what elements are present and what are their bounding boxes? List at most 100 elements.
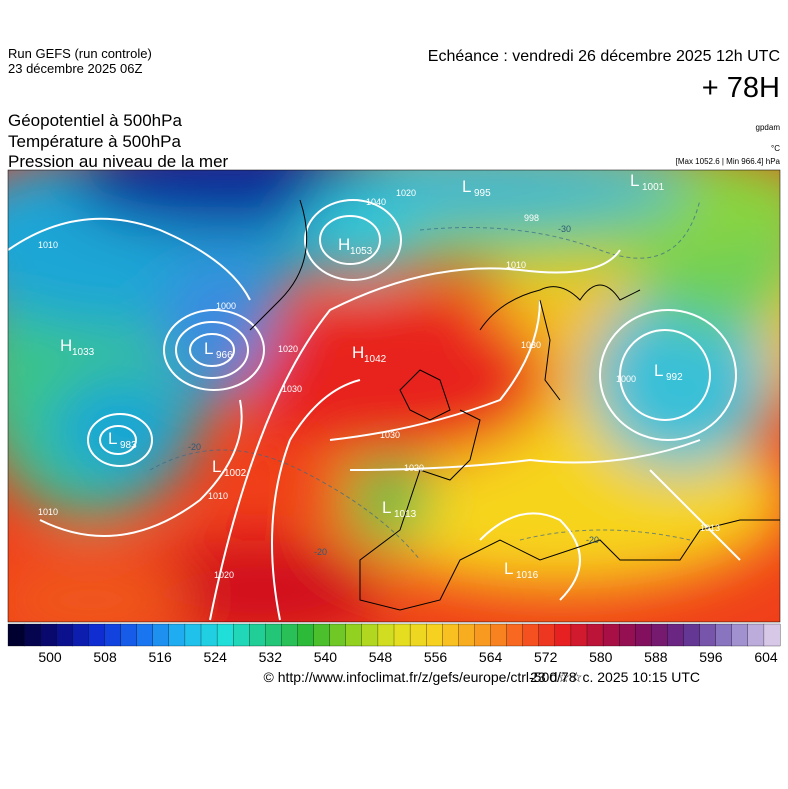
valid-time: Echéance : vendredi 26 décembre 2025 12h… bbox=[428, 48, 780, 65]
colorbar-swatch bbox=[393, 623, 411, 647]
colorbar-swatch bbox=[136, 623, 154, 647]
colorbar-label: 540 bbox=[314, 649, 338, 665]
isobar-label: 1030 bbox=[282, 384, 302, 394]
colorbar-swatch bbox=[313, 623, 331, 647]
temperature-label: -20 bbox=[188, 442, 201, 452]
colorbar-swatch bbox=[265, 623, 282, 647]
colorbar-swatch bbox=[56, 623, 73, 647]
pressure-center-value: 1013 bbox=[394, 509, 417, 520]
title-line: Géopotentiel à 500hPa bbox=[8, 111, 182, 130]
pressure-center-value: 966 bbox=[216, 350, 233, 361]
pressure-center-letter: L bbox=[654, 361, 663, 380]
colorbar-swatch bbox=[249, 623, 266, 647]
colorbar-swatch bbox=[233, 623, 250, 647]
colorbar-label: 604 bbox=[754, 649, 778, 665]
colorbar-swatch bbox=[120, 623, 138, 647]
colorbar-swatch bbox=[715, 623, 733, 647]
colorbar-swatch bbox=[442, 623, 459, 647]
title-line: Température à 500hPa bbox=[8, 132, 181, 151]
colorbar-swatch bbox=[538, 623, 556, 647]
pressure-center-value: 1002 bbox=[224, 468, 247, 479]
colorbar-swatch bbox=[554, 623, 572, 647]
colorbar-label: 556 bbox=[424, 649, 448, 665]
pressure-center-letter: H bbox=[60, 336, 72, 355]
credit: © http://www.infoclimat.fr/z/gefs/europe… bbox=[263, 669, 576, 685]
colorbar-swatch bbox=[168, 623, 186, 647]
unit: gpdam bbox=[756, 123, 781, 132]
isobar-label: 1020 bbox=[214, 570, 234, 580]
colorbar-swatch bbox=[426, 623, 443, 647]
colorbar-swatch bbox=[345, 623, 363, 647]
colorbar-swatch bbox=[667, 623, 684, 647]
colorbar-swatch bbox=[619, 623, 636, 647]
unit: °C bbox=[771, 144, 780, 153]
isobar-label: 1030 bbox=[380, 430, 400, 440]
colorbar-swatch bbox=[40, 623, 57, 647]
colorbar-swatch bbox=[361, 623, 379, 647]
generated-time: 23 d☆☆c. 2025 10:15 UTC bbox=[530, 669, 700, 685]
run-date: 23 décembre 2025 06Z bbox=[8, 61, 142, 76]
colorbar-swatch bbox=[297, 623, 315, 647]
pressure-center-letter: H bbox=[352, 343, 364, 362]
temperature-label: -20 bbox=[314, 547, 327, 557]
pressure-center-value: 995 bbox=[474, 188, 491, 199]
colorbar-swatch bbox=[216, 623, 234, 647]
colorbar-swatch bbox=[281, 623, 298, 647]
colorbar-swatch bbox=[88, 623, 105, 647]
colorbar-swatch bbox=[763, 623, 781, 647]
isobar-label: 1020 bbox=[396, 188, 416, 198]
isobar-label: 1010 bbox=[38, 240, 58, 250]
colorbar-label: 596 bbox=[699, 649, 723, 665]
pressure-center-letter: L bbox=[630, 171, 639, 190]
isobar-label: 998 bbox=[524, 213, 539, 223]
colorbar-swatch bbox=[635, 623, 652, 647]
colorbar-swatch bbox=[522, 623, 540, 647]
colorbar-swatch bbox=[506, 623, 524, 647]
title-line: Pression au niveau de la mer bbox=[8, 152, 229, 171]
isobar-label: 1010 bbox=[506, 260, 526, 270]
colorbar-swatch bbox=[104, 623, 122, 647]
colorbar-swatch bbox=[184, 623, 202, 647]
pressure-center-letter: L bbox=[504, 559, 513, 578]
pressure-center-value: 1016 bbox=[516, 570, 539, 581]
colorbar-swatch bbox=[23, 623, 41, 647]
colorbar-label: 516 bbox=[148, 649, 172, 665]
isobar-label: 1013 bbox=[700, 523, 720, 533]
colorbar-swatch bbox=[602, 623, 620, 647]
colorbar-label: 548 bbox=[369, 649, 393, 665]
pressure-center-letter: L bbox=[108, 429, 117, 448]
pressure-center-letter: L bbox=[462, 177, 471, 196]
temperature-label: -20 bbox=[586, 535, 599, 545]
pressure-center-letter: L bbox=[382, 498, 391, 517]
run-label: Run GEFS (run controle) bbox=[8, 46, 152, 61]
colorbar-swatch bbox=[329, 623, 347, 647]
unit: [Max 1052.6 | Min 966.4] hPa bbox=[676, 157, 781, 166]
lead-time: + 78H bbox=[702, 72, 780, 104]
colorbar-label: 508 bbox=[93, 649, 117, 665]
colorbar-swatch bbox=[409, 623, 427, 647]
colorbar-swatch bbox=[152, 623, 170, 647]
colorbar: 500 508 516 524 532 540 548 556 564 572 580 588 596 6… bbox=[7, 623, 781, 665]
colorbar-label: 588 bbox=[644, 649, 668, 665]
pressure-center-letter: L bbox=[212, 457, 221, 476]
colorbar-label: 500 bbox=[38, 649, 62, 665]
map bbox=[8, 170, 780, 622]
colorbar-swatch bbox=[731, 623, 749, 647]
colorbar-swatch bbox=[699, 623, 717, 647]
temperature-label: -30 bbox=[558, 224, 571, 234]
colorbar-label: 524 bbox=[204, 649, 228, 665]
isobar-label: 1030 bbox=[521, 340, 541, 350]
pressure-center-value: 1042 bbox=[364, 354, 387, 365]
colorbar-swatch bbox=[683, 623, 701, 647]
colorbar-swatch bbox=[651, 623, 668, 647]
colorbar-label: 572 bbox=[534, 649, 558, 665]
colorbar-swatch bbox=[72, 623, 89, 647]
isobar-label: 1010 bbox=[208, 491, 228, 501]
colorbar-swatch bbox=[570, 623, 588, 647]
isobar-label: 1010 bbox=[38, 507, 58, 517]
colorbar-swatch bbox=[7, 623, 25, 647]
colorbar-swatch bbox=[747, 623, 765, 647]
isobar-label: 1040 bbox=[366, 197, 386, 207]
pressure-center-value: 992 bbox=[666, 372, 683, 383]
colorbar-swatch bbox=[586, 623, 604, 647]
